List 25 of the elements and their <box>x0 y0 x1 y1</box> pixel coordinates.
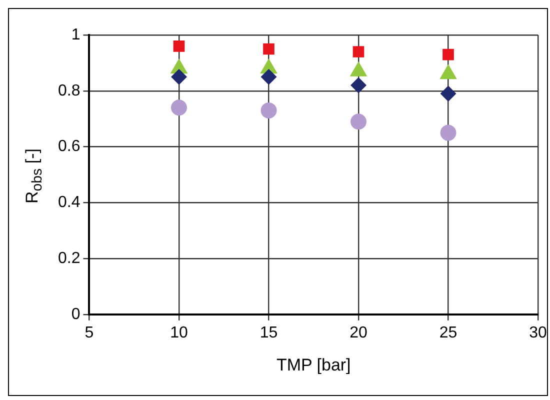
x-axis-title: TMP [bar] <box>276 355 351 374</box>
point <box>260 102 277 118</box>
x-tick-label: 20 <box>350 324 368 342</box>
point <box>350 77 366 94</box>
x-tick-label: 15 <box>260 324 278 342</box>
y-tick-label: 0 <box>71 306 80 323</box>
point <box>442 48 454 60</box>
x-tick-label: 30 <box>529 324 547 342</box>
point <box>440 124 456 141</box>
y-tick-label: 0.6 <box>58 138 80 156</box>
point <box>173 40 185 52</box>
x-tick-label: 10 <box>170 324 188 342</box>
point <box>350 114 366 130</box>
point <box>263 43 274 55</box>
y-tick-label: 0.8 <box>58 82 80 100</box>
point <box>440 86 456 102</box>
point <box>170 68 187 85</box>
point <box>260 68 277 85</box>
x-tick-label: 5 <box>84 324 94 342</box>
y-tick-label: 1 <box>71 26 80 44</box>
x-tick-label: 25 <box>439 324 458 342</box>
y-tick-label: 0.4 <box>58 194 80 212</box>
point <box>352 46 364 58</box>
y-tick-label: 0.2 <box>58 250 80 267</box>
point <box>170 100 187 116</box>
